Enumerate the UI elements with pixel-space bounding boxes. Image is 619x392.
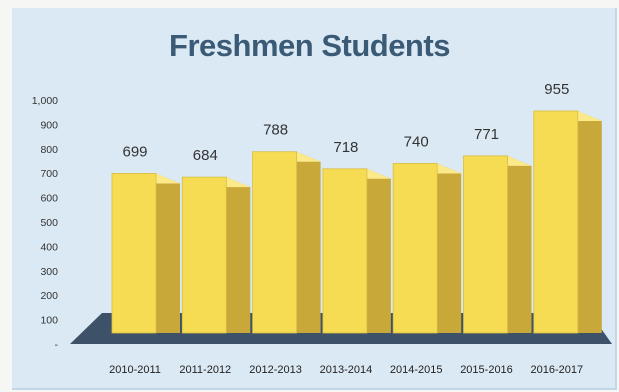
bar — [181, 176, 227, 334]
data-label: 955 — [544, 81, 569, 98]
x-tick-label: 2014-2015 — [390, 364, 443, 376]
data-label: 684 — [193, 147, 218, 164]
y-tick-label: 800 — [40, 144, 58, 156]
y-tick-label: 1,000 — [32, 95, 58, 107]
y-tick-label: 700 — [40, 168, 58, 180]
y-tick-label: 100 — [40, 315, 58, 327]
bar-side — [366, 168, 391, 333]
y-tick-label: 200 — [40, 290, 58, 302]
data-label: 699 — [122, 143, 147, 160]
bar-side — [296, 151, 321, 333]
y-tick-label: 400 — [40, 241, 58, 253]
x-tick-label: 2015-2016 — [460, 364, 513, 376]
x-tick-label: 2012-2013 — [249, 364, 302, 376]
bar — [392, 163, 438, 334]
bar — [533, 110, 579, 334]
y-tick-label: - — [55, 339, 59, 351]
y-tick-label: 900 — [40, 119, 58, 131]
chart-title: Freshmen Students — [169, 28, 450, 63]
y-tick-label: 500 — [40, 217, 58, 229]
data-label: 788 — [263, 122, 288, 139]
data-label: 771 — [474, 126, 499, 143]
bar — [252, 151, 298, 334]
x-tick-label: 2016-2017 — [530, 364, 583, 376]
bar — [463, 155, 508, 334]
y-tick-label: 600 — [40, 193, 58, 205]
bar-side — [577, 110, 602, 333]
x-tick-label: 2010-2011 — [109, 364, 161, 376]
bar — [111, 173, 157, 334]
bar-side — [156, 173, 180, 333]
bar-side — [437, 163, 462, 333]
x-tick-label: 2011-2012 — [179, 364, 231, 376]
bar-side — [507, 155, 532, 333]
data-label: 718 — [333, 139, 358, 156]
data-label: 740 — [404, 133, 429, 150]
bar-side — [226, 177, 251, 333]
x-tick-label: 2013-2014 — [320, 364, 373, 376]
bar — [322, 168, 368, 334]
y-tick-label: 300 — [40, 266, 58, 278]
